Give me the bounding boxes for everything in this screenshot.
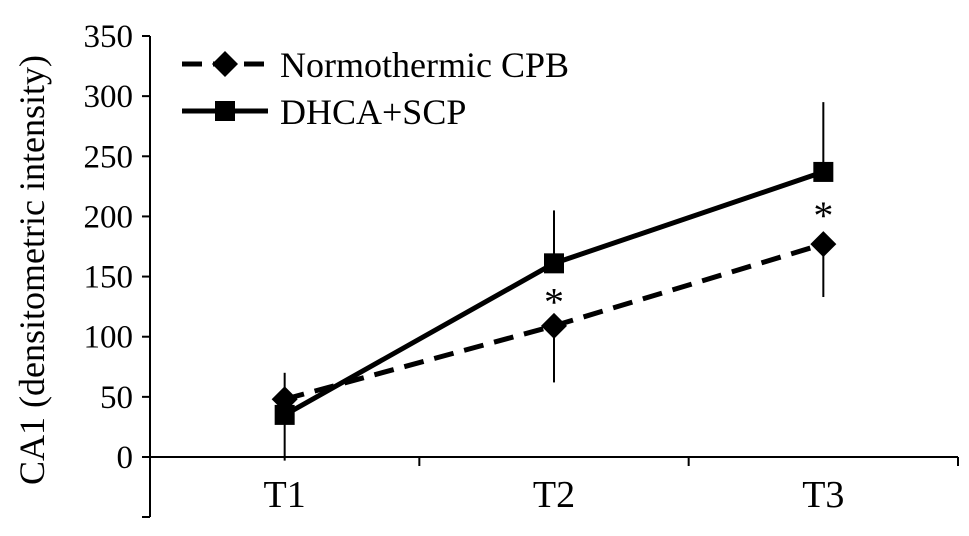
x-tick-label: T2 <box>533 474 575 516</box>
y-tick-label: 250 <box>84 139 134 175</box>
data-point <box>810 231 837 258</box>
y-tick-label: 200 <box>84 199 134 235</box>
legend: Normothermic CPB DHCA+SCP <box>182 45 569 132</box>
significance-marker: * <box>813 193 833 238</box>
data-markers <box>271 161 837 425</box>
legend-marker <box>215 101 235 121</box>
y-axis-title: CA1 (densitometric intensity) <box>12 55 52 485</box>
y-tick-label: 300 <box>84 79 134 115</box>
legend-label: Normothermic CPB <box>280 45 569 85</box>
x-tick-label: T1 <box>264 474 306 516</box>
y-tick-label: 100 <box>84 320 134 356</box>
annotations: ** <box>544 193 833 325</box>
data-point <box>544 253 564 274</box>
y-tick-label: 150 <box>84 260 134 296</box>
y-tick-label: 350 <box>84 19 134 55</box>
data-point <box>541 312 567 339</box>
legend-label: DHCA+SCP <box>280 92 466 132</box>
y-tick-label: 0 <box>117 440 134 476</box>
significance-marker: * <box>544 279 564 324</box>
axes: 0 50 100 150 200 250 300 350 T1 T2 T3 <box>84 19 959 518</box>
legend-marker <box>212 51 238 77</box>
x-tick-label: T3 <box>802 474 844 516</box>
data-point <box>813 161 834 182</box>
y-tick-label: 50 <box>100 380 133 416</box>
data-point <box>274 404 295 425</box>
